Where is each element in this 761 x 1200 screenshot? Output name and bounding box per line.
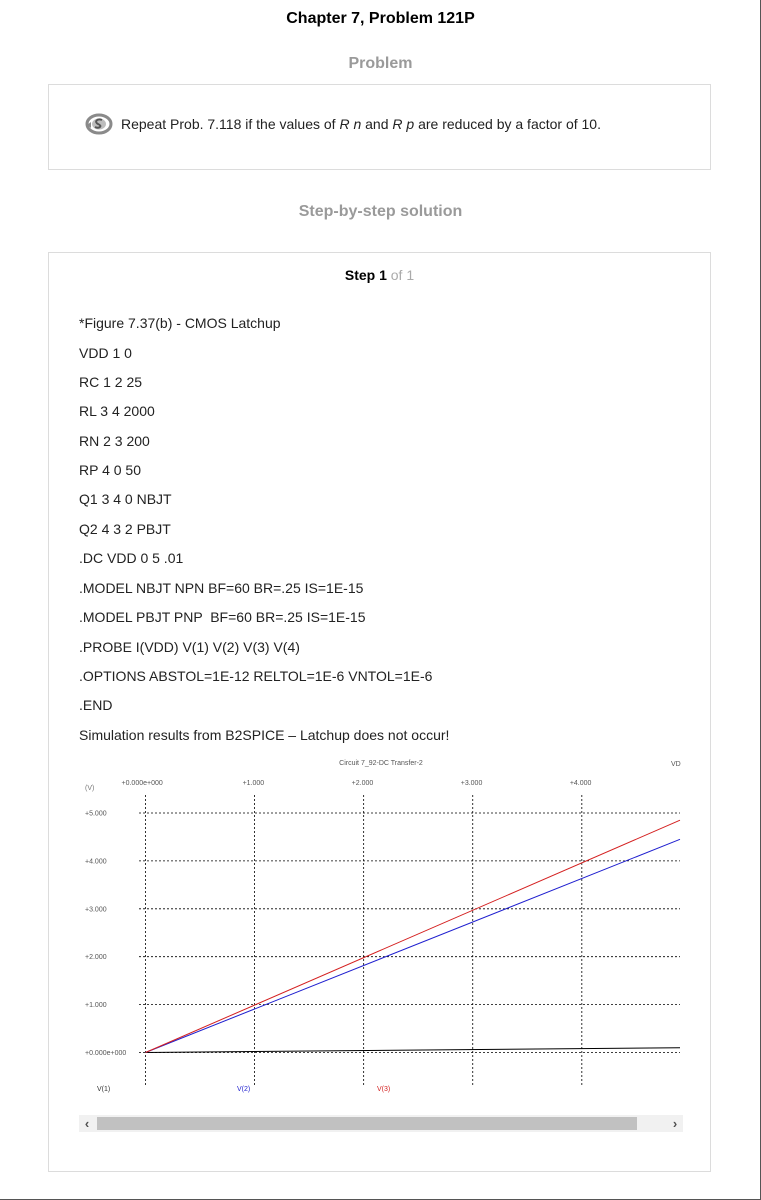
simulation-plot: Circuit 7_92-DC Transfer-2 VD (V) +0.000e+0… (85, 760, 681, 1093)
step-label: Step 1 of 1 (344, 267, 415, 283)
page-title: Chapter 7, Problem 121P (286, 10, 475, 27)
netlist-line: Q2 4 3 2 PBJT (79, 521, 171, 537)
x-tick-label: +1.000 (243, 780, 265, 787)
y-tick-label: +4.000 (85, 858, 107, 865)
netlist-line: Q1 3 4 0 NBJT (79, 491, 172, 507)
netlist-line: .MODEL PBJT PNP BF=60 BR=.25 IS=1E-15 (79, 609, 366, 625)
y-tick-label: +3.000 (85, 906, 107, 913)
scroll-thumb[interactable] (97, 1117, 637, 1130)
scroll-right-arrow-icon[interactable]: › (672, 1116, 678, 1131)
netlist-line: .OPTIONS ABSTOL=1E-12 RELTOL=1E-6 VNTOL=… (79, 668, 433, 684)
netlist-line: .PROBE I(VDD) V(1) V(2) V(3) V(4) (79, 639, 300, 655)
problem-statement: Repeat Prob. 7.118 if the values of R n … (121, 116, 601, 132)
netlist-line: VDD 1 0 (79, 345, 132, 361)
x-tick-label: +3.000 (461, 780, 483, 787)
series-line-v2 (145, 838, 681, 1053)
legend-entry: V(3) (377, 1086, 390, 1093)
chart-title: Circuit 7_92-DC Transfer-2 (339, 760, 423, 767)
solution-heading: Step-by-step solution (298, 203, 463, 220)
x-tick-label: +4.000 (570, 780, 592, 787)
y-tick-label: +1.000 (85, 1002, 107, 1009)
netlist-line: RL 3 4 2000 (79, 403, 155, 419)
chart-corner-label: VD (671, 761, 681, 768)
netlist-line: .DC VDD 0 5 .01 (79, 550, 184, 566)
y-tick-label: +0.000e+000 (85, 1050, 126, 1057)
legend-entry: V(1) (97, 1086, 110, 1093)
netlist-line: .END (79, 697, 113, 713)
y-tick-label: +2.000 (85, 954, 107, 961)
problem-heading: Problem (348, 55, 413, 72)
series-line-v3 (145, 819, 681, 1053)
y-axis-label: (V) (85, 785, 94, 792)
netlist-line: RC 1 2 25 (79, 374, 143, 390)
x-tick-label: +0.000e+000 (122, 780, 163, 787)
scroll-left-arrow-icon[interactable]: ‹ (84, 1116, 90, 1131)
horizontal-scrollbar[interactable]: ‹ › (79, 1115, 683, 1132)
netlist-line: RP 4 0 50 (79, 462, 142, 478)
simulation-caption: Simulation results from B2SPICE – Latchu… (79, 727, 450, 743)
netlist-line: RN 2 3 200 (79, 433, 150, 449)
y-tick-label: +5.000 (85, 811, 107, 818)
solution-box: Step 1 of 1 *Figure 7.37(b) - CMOS Latch… (48, 252, 711, 1172)
solution-badge-icon (85, 113, 113, 135)
series-line-v1 (145, 1047, 681, 1053)
netlist-line: .MODEL NBJT NPN BF=60 BR=.25 IS=1E-15 (79, 580, 364, 596)
x-tick-label: +2.000 (352, 780, 374, 787)
netlist-line: *Figure 7.37(b) - CMOS Latchup (79, 315, 281, 331)
problem-box: Repeat Prob. 7.118 if the values of R n … (48, 84, 711, 170)
legend-entry: V(2) (237, 1086, 250, 1093)
